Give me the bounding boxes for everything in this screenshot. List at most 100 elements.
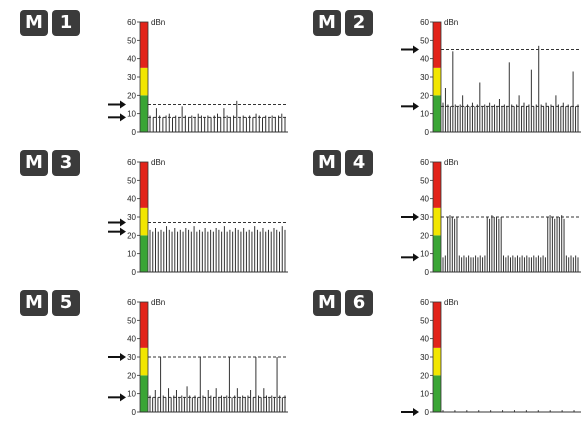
unit-label: dBn [444,158,458,167]
level-band [433,95,441,132]
unit-label: dBn [444,18,458,27]
arrow-head-icon [120,393,126,402]
y-tick-label: 50 [127,316,136,325]
y-tick-label: 50 [420,36,429,45]
y-tick-label: 10 [127,250,136,259]
y-tick-label: 30 [420,213,429,222]
level-band [433,235,441,272]
level-band [433,375,441,412]
y-tick-label: 0 [425,408,430,417]
y-tick-label: 40 [127,195,136,204]
level-band [140,375,148,412]
panel-m2: M 2 0 10 20 30 40 50 60 dBn [313,10,587,148]
y-tick-label: 20 [127,91,136,100]
badge-number: 4 [345,150,373,176]
y-tick-label: 0 [132,268,137,277]
y-tick-label: 60 [127,298,136,307]
panel-m1: M 1 0 10 20 30 40 50 60 dBn [20,10,310,148]
arrow-head-icon [120,113,126,122]
unit-label: dBn [151,158,165,167]
y-tick-label: 20 [127,231,136,240]
y-tick-label: 60 [420,158,429,167]
y-tick-label: 0 [425,268,430,277]
badge-number: 5 [52,290,80,316]
arrow-head-icon [413,213,419,221]
panel-m3: M 3 0 10 20 30 40 50 60 dBn [20,150,310,288]
y-tick-label: 30 [420,73,429,82]
unit-label: dBn [444,298,458,307]
y-tick-label: 40 [420,55,429,64]
y-tick-label: 10 [420,390,429,399]
arrow-head-icon [413,408,419,416]
level-band [140,22,148,68]
badge-number: 2 [345,10,373,36]
badge-letter: M [20,150,48,176]
badge-number: 6 [345,290,373,316]
y-tick-label: 50 [420,176,429,185]
unit-label: dBn [151,298,165,307]
y-tick-label: 10 [420,110,429,119]
y-tick-label: 40 [127,335,136,344]
chart-m4: 0 10 20 30 40 50 60 dBn [401,158,581,277]
badge-letter: M [20,290,48,316]
y-tick-label: 30 [127,213,136,222]
level-band [140,67,148,96]
level-band [433,162,441,208]
badge-number: 1 [52,10,80,36]
level-band [433,207,441,236]
unit-label: dBn [151,18,165,27]
y-tick-label: 60 [420,298,429,307]
panel-m4: M 4 0 10 20 30 40 50 60 dBn [313,150,587,288]
chart-m3: 0 10 20 30 40 50 60 dBn [108,158,288,277]
chart-m1: 0 10 20 30 40 50 60 dBn [108,18,288,137]
level-band [140,302,148,348]
arrow-head-icon [120,227,126,236]
badge-letter: M [313,290,341,316]
y-tick-label: 0 [132,408,137,417]
panel-m5: M 5 0 10 20 30 40 50 60 dBn [20,290,310,428]
level-band [433,302,441,348]
chart-m5: 0 10 20 30 40 50 60 dBn [108,298,288,417]
badge-letter: M [313,10,341,36]
badge-letter: M [313,150,341,176]
level-band [433,347,441,376]
y-tick-label: 20 [420,91,429,100]
arrow-head-icon [120,353,126,361]
level-band [433,67,441,96]
y-tick-label: 30 [420,353,429,362]
y-tick-label: 20 [420,371,429,380]
y-tick-label: 0 [425,128,430,137]
y-tick-label: 10 [420,250,429,259]
y-tick-label: 40 [420,195,429,204]
y-tick-label: 50 [420,316,429,325]
y-tick-label: 50 [127,176,136,185]
y-tick-label: 30 [127,73,136,82]
chart-m6: 0 10 20 30 40 50 60 dBn [401,298,581,417]
arrow-head-icon [413,45,419,54]
arrow-head-icon [120,100,126,109]
y-tick-label: 20 [127,371,136,380]
level-band [140,207,148,236]
panel-m6: M 6 0 10 20 30 40 50 60 dBn [313,290,587,428]
badge-letter: M [20,10,48,36]
y-tick-label: 0 [132,128,137,137]
chart-m2: 0 10 20 30 40 50 60 dBn [401,18,581,137]
arrow-head-icon [413,102,419,111]
y-tick-label: 10 [127,390,136,399]
y-tick-label: 60 [127,18,136,27]
level-band [140,162,148,208]
arrow-head-icon [413,253,419,262]
level-band [433,22,441,68]
level-band [140,95,148,132]
y-tick-label: 60 [420,18,429,27]
y-tick-label: 10 [127,110,136,119]
level-band [140,347,148,376]
y-tick-label: 20 [420,231,429,240]
arrow-head-icon [120,218,126,227]
y-tick-label: 60 [127,158,136,167]
y-tick-label: 30 [127,353,136,362]
y-tick-label: 50 [127,36,136,45]
y-tick-label: 40 [127,55,136,64]
y-tick-label: 40 [420,335,429,344]
badge-number: 3 [52,150,80,176]
